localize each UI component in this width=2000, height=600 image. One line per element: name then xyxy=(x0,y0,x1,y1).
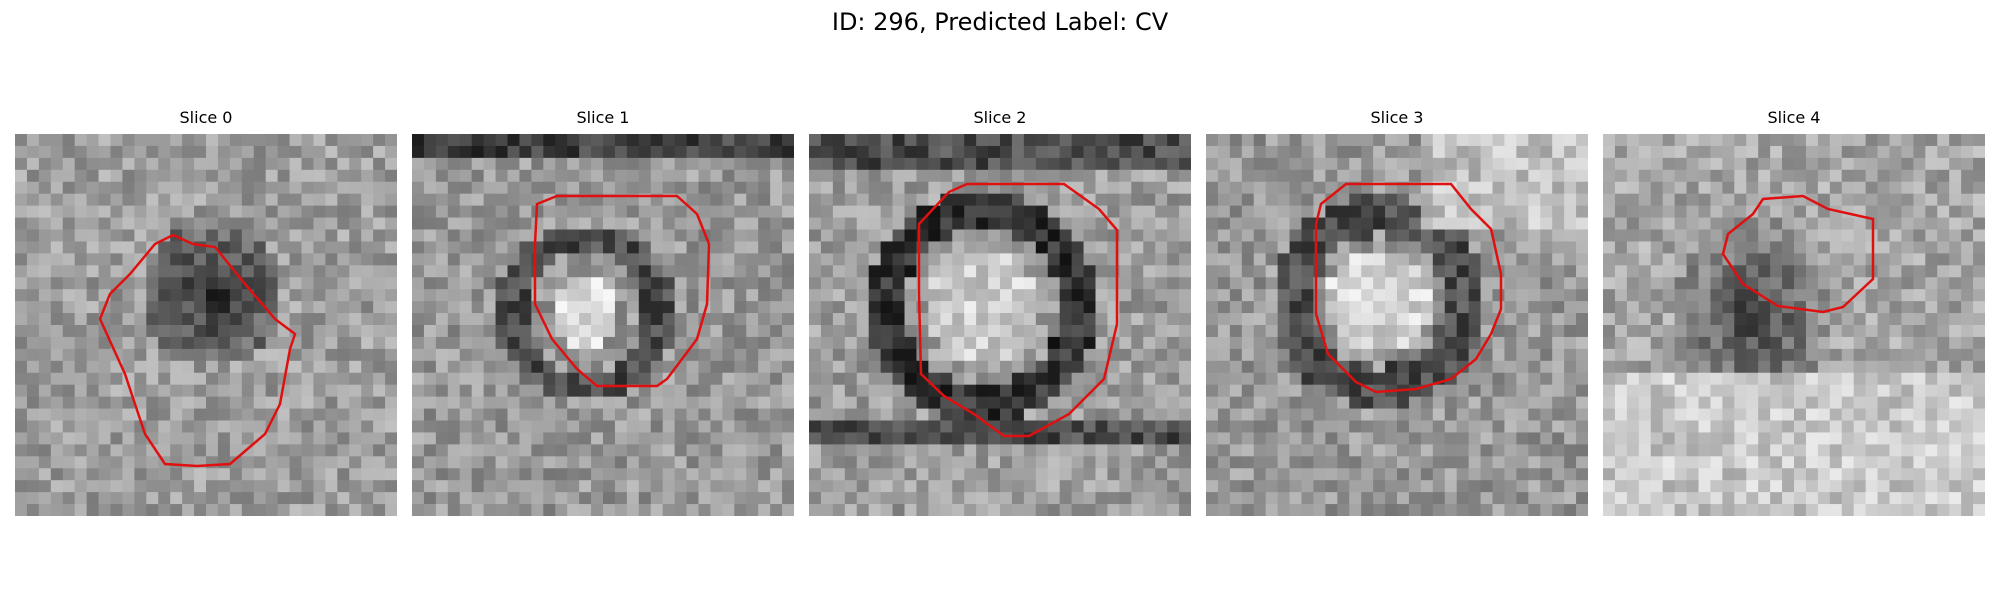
slice-panel-1: Slice 1 xyxy=(412,108,794,516)
slice-image-canvas xyxy=(15,134,397,516)
slice-panel-0: Slice 0 xyxy=(15,108,397,516)
noise-grid xyxy=(15,134,397,516)
slice-panel-3: Slice 3 xyxy=(1206,108,1588,516)
slice-panel-2: Slice 2 xyxy=(809,108,1191,516)
segmentation-contour xyxy=(1721,194,1875,314)
slice-image xyxy=(1206,134,1588,516)
slice-image-canvas xyxy=(1603,134,1985,516)
slice-panel-4: Slice 4 xyxy=(1603,108,1985,516)
noise-grid xyxy=(412,134,794,516)
slice-image-canvas xyxy=(412,134,794,516)
slice-title: Slice 2 xyxy=(973,108,1027,127)
slice-image xyxy=(1603,134,1985,516)
segmentation-contour xyxy=(1314,182,1503,394)
segmentation-contour xyxy=(98,233,297,468)
slice-title: Slice 0 xyxy=(179,108,233,127)
segmentation-contour xyxy=(917,182,1119,438)
slice-image-canvas xyxy=(1206,134,1588,516)
figure-title: ID: 296, Predicted Label: CV xyxy=(831,8,1169,36)
slice-image-canvas xyxy=(809,134,1191,516)
noise-grid xyxy=(809,134,1191,516)
slice-image xyxy=(809,134,1191,516)
slice-image xyxy=(15,134,397,516)
noise-grid xyxy=(1206,134,1588,516)
slice-title: Slice 3 xyxy=(1370,108,1424,127)
noise-grid xyxy=(1603,134,1985,516)
slice-title: Slice 1 xyxy=(576,108,630,127)
slice-title: Slice 4 xyxy=(1767,108,1821,127)
segmentation-contour xyxy=(533,194,711,388)
slice-image xyxy=(412,134,794,516)
